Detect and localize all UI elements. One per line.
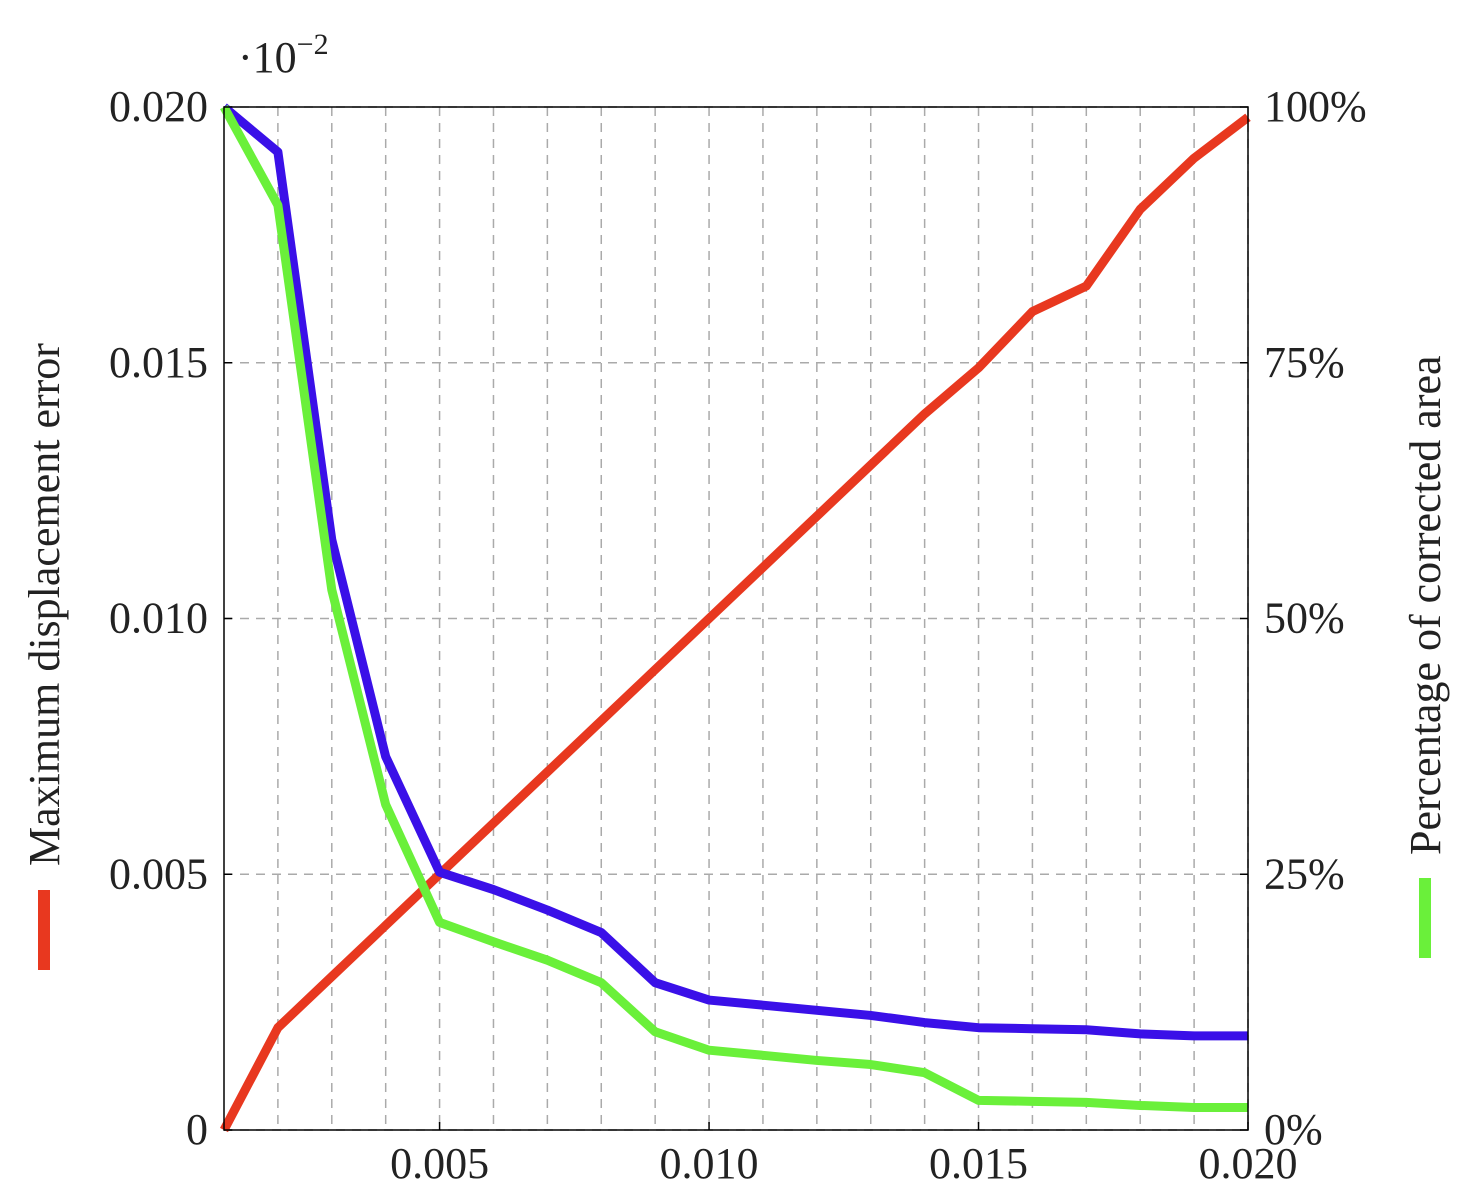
x-tick-label: 0.020 <box>1199 1139 1298 1188</box>
legend-swatch <box>38 890 50 970</box>
y2-tick-label: 100% <box>1264 82 1367 131</box>
series-line <box>221 103 1248 1041</box>
y-tick-label: 0.015 <box>109 338 208 387</box>
x-tick-label: 0.010 <box>660 1139 759 1188</box>
y2-tick-label: 75% <box>1264 338 1345 387</box>
axis-label: Maximum displacement error <box>20 343 69 866</box>
y2-tick-label: 0% <box>1264 1105 1323 1154</box>
x-tick-label: 0.005 <box>390 1139 489 1188</box>
series-line <box>220 113 1251 1133</box>
legend-swatch <box>1419 878 1431 958</box>
y2-tick-label: 50% <box>1264 594 1345 643</box>
multiplier-base: ·10 <box>238 33 297 82</box>
multiplier-exponent: −2 <box>297 28 329 61</box>
y-tick-label: 0.005 <box>109 849 208 898</box>
y-tick-label: 0.020 <box>109 82 208 131</box>
x-tick-label: 0.015 <box>929 1139 1028 1188</box>
axis-multiplier: ·10−2 <box>238 28 329 82</box>
axis-label: Percentage of corrected area <box>1401 355 1450 855</box>
y-tick-label: 0.010 <box>109 594 208 643</box>
plot-frame <box>223 106 1249 1131</box>
y-tick-label: 0 <box>186 1105 208 1154</box>
series-line <box>220 104 1248 1112</box>
y2-tick-label: 25% <box>1264 849 1345 898</box>
